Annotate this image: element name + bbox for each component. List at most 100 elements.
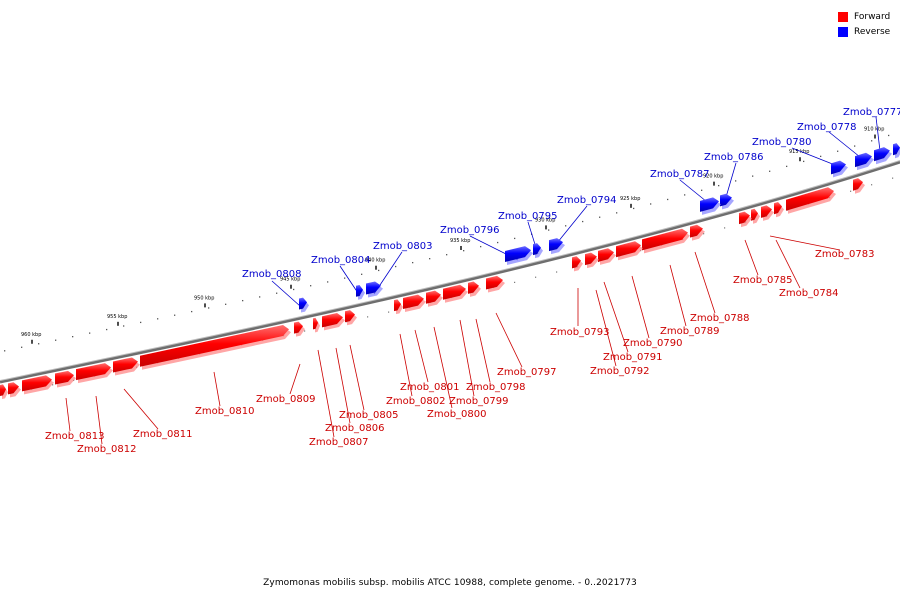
scale-dot <box>259 296 261 298</box>
gene-arrow-0784-body <box>774 202 782 215</box>
gene-labels: Zmob_0777 Zmob_0778 Zmob_0780 Zmob_0786 … <box>45 107 900 455</box>
gene-arrow-0777-body <box>874 147 890 162</box>
scale-dot-lower <box>388 311 390 313</box>
gene-arrow-0778 <box>855 152 874 171</box>
gene-arrow-0804 <box>356 284 365 300</box>
scale-dot <box>446 254 448 256</box>
scale-dot <box>225 303 227 305</box>
gene-arrow-0813-body <box>55 370 74 385</box>
gene-arrow-0815-body <box>8 382 19 395</box>
scale-dot <box>21 346 23 348</box>
kbp-tick-label: 945 kbp <box>280 277 300 283</box>
gene-arrow-0814-body <box>22 375 52 392</box>
scale-dot <box>191 310 193 313</box>
scale-dot-lower <box>724 227 726 229</box>
gene-arrow-0796-body <box>505 246 531 262</box>
scale-dot <box>769 170 771 172</box>
gene-arrow-0791-body <box>598 248 614 262</box>
gene-label-zmob-0812: Zmob_0812 <box>77 444 137 455</box>
gene-arrow-0807 <box>313 317 320 333</box>
gene-label-zmob-0796: Zmob_0796 <box>440 225 500 236</box>
gene-label-zmob-0807: Zmob_0807 <box>309 437 369 448</box>
scale-dot <box>55 339 57 341</box>
leader-line <box>335 347 351 424</box>
gene-arrow-0805 <box>345 310 357 326</box>
leader-line <box>349 344 365 411</box>
gene-arrow-0815 <box>8 382 21 398</box>
gene-arrow-fwd-a <box>853 178 865 194</box>
leader-line <box>459 319 475 397</box>
gene-arrow-0780-body <box>831 160 846 175</box>
gene-label-zmob-0793: Zmob_0793 <box>550 327 610 338</box>
gene-arrow-0808-body <box>299 297 307 310</box>
scale-dots <box>4 134 894 395</box>
scale-dot <box>123 325 125 327</box>
gene-label-zmob-0797: Zmob_0797 <box>497 367 557 378</box>
gene-arrow-0798 <box>468 281 481 297</box>
scale-dot <box>174 314 176 316</box>
gene-arrow-0798-body <box>468 281 479 294</box>
leader-line <box>694 251 716 314</box>
scale-dot <box>344 277 346 279</box>
genome-backbone-highlight <box>0 160 900 381</box>
gene-label-zmob-0810: Zmob_0810 <box>195 406 255 417</box>
gene-arrow-0787 <box>700 197 721 215</box>
gene-label-zmob-0798: Zmob_0798 <box>466 382 526 393</box>
scale-dot <box>565 225 567 227</box>
scale-dot <box>820 155 822 158</box>
kbp-tick-label: 915 kbp <box>789 149 809 155</box>
gene-arrow-0807-body <box>313 317 318 330</box>
gene-arrow-fwd-a-body <box>853 178 863 191</box>
scale-dot <box>854 145 856 147</box>
scale-dot <box>140 321 142 324</box>
gene-arrow-0790 <box>616 241 643 261</box>
scale-dot <box>871 140 873 142</box>
gene-arrow-0809-body <box>294 321 303 334</box>
gene-arrow-0783-body <box>786 187 834 211</box>
scale-dot <box>888 134 890 137</box>
kbp-tick-label: 940 kbp <box>365 258 385 264</box>
gene-arrow-0803-body <box>366 281 381 295</box>
gene-label-zmob-0780: Zmob_0780 <box>752 137 812 148</box>
gene-label-zmob-0777: Zmob_0777 <box>843 107 900 118</box>
gene-label-zmob-0803: Zmob_0803 <box>373 241 433 252</box>
gene-arrow-0794 <box>549 238 565 255</box>
scale-dot <box>480 245 482 248</box>
gene-arrow-0803 <box>366 281 383 298</box>
scale-dot <box>735 180 737 182</box>
scale-ticks: 910 kbp 915 kbp 920 kbp 925 kbp 930 kbp 935 k… <box>21 127 884 344</box>
leader-line <box>769 235 841 251</box>
leader-line <box>875 116 881 152</box>
gene-arrow-0793-body <box>572 256 581 269</box>
leader-line <box>289 363 301 395</box>
scale-dot-lower <box>535 276 537 278</box>
kbp-tick-label: 910 kbp <box>864 127 884 133</box>
forward-swatch <box>838 11 848 22</box>
scale-dot <box>786 165 788 168</box>
gene-arrow-0792 <box>585 252 599 269</box>
legend-reverse: Reverse <box>838 24 890 39</box>
gene-arrow-0784 <box>774 202 784 218</box>
scale-dot <box>276 292 278 294</box>
scale-dot <box>582 220 584 223</box>
gene-arrow-0812 <box>76 363 113 384</box>
kbp-tick-label: 960 kbp <box>21 332 41 338</box>
leader-line <box>433 326 453 409</box>
leader-line <box>317 349 335 438</box>
leader-line <box>775 239 801 289</box>
scale-dot <box>4 350 6 352</box>
scale-dot <box>684 194 686 196</box>
gene-arrow-0792-body <box>585 252 597 266</box>
genome-backbone <box>0 160 900 384</box>
scale-dot <box>752 175 754 177</box>
gene-arrow-0799 <box>443 284 468 303</box>
leader-line <box>828 131 861 158</box>
gene-arrow-0813 <box>55 370 76 388</box>
label-leader-lines <box>65 116 881 445</box>
scale-dot <box>242 299 244 302</box>
leader-line <box>95 395 103 445</box>
gene-arrow-0793 <box>572 256 583 272</box>
gene-arrow-0802-body <box>394 299 401 312</box>
gene-arrow-0802 <box>394 299 403 315</box>
